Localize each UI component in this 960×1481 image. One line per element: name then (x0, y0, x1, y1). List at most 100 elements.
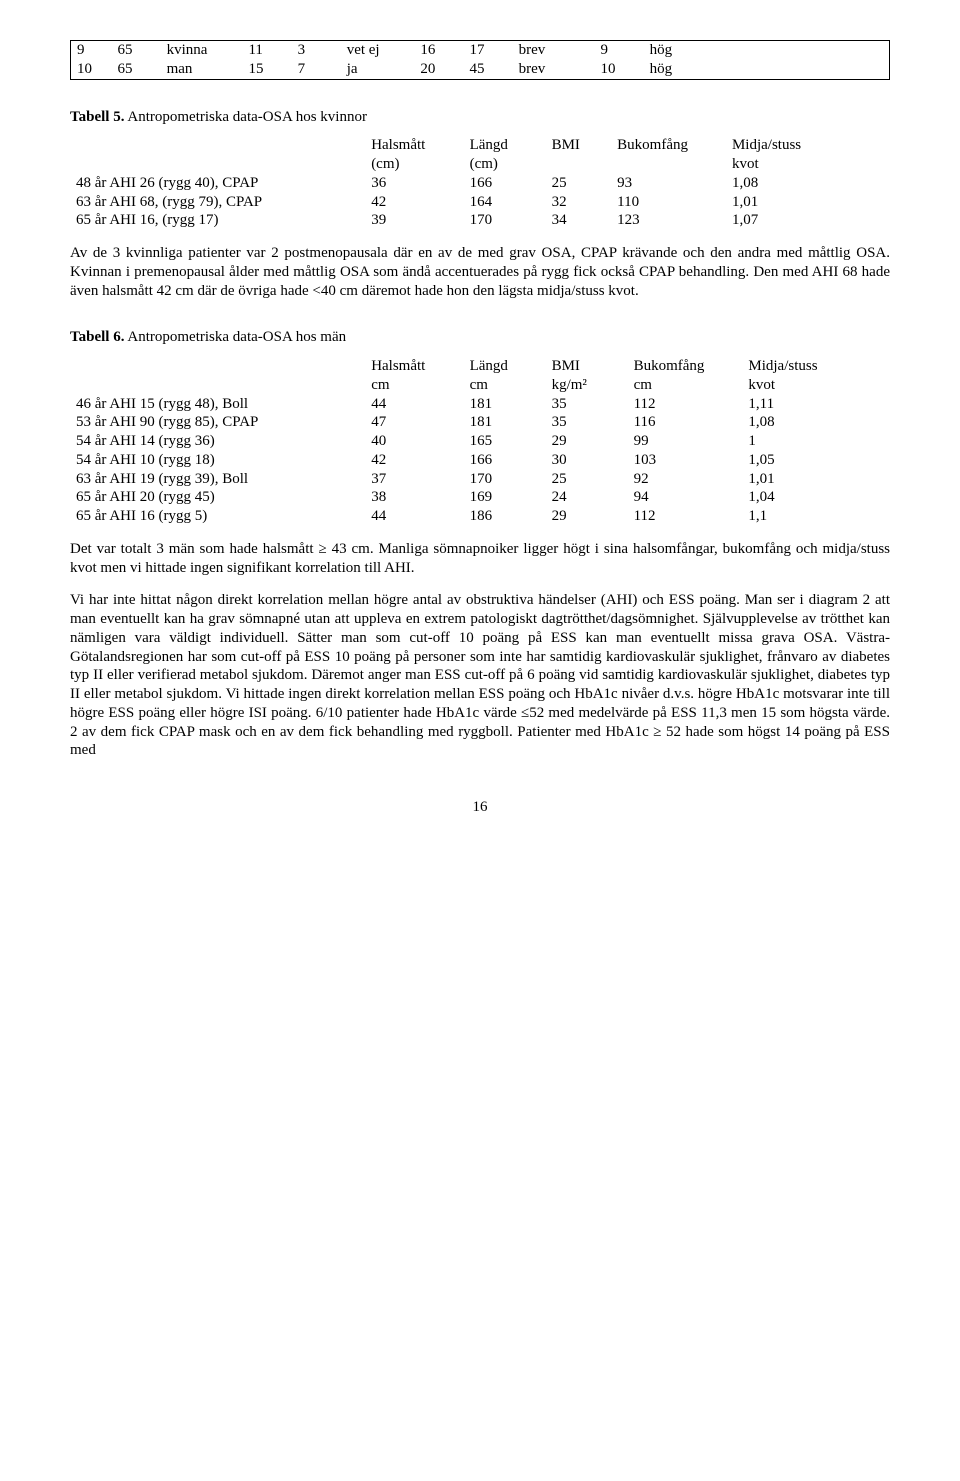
top-table-cell: 45 (464, 60, 513, 79)
page-number: 16 (70, 798, 890, 817)
table-cell: 63 år AHI 19 (rygg 39), Boll (70, 470, 365, 489)
table-cell: 1,05 (742, 451, 890, 470)
table-cell: 65 år AHI 16, (rygg 17) (70, 211, 365, 230)
table-cell: 32 (546, 193, 612, 212)
table-cell: 34 (546, 211, 612, 230)
table-cell: 1,1 (742, 507, 890, 526)
top-table-cell: 65 (111, 41, 160, 60)
table-row: 65 år AHI 20 (rygg 45)3816924941,04 (70, 488, 890, 507)
table-cell: 1,07 (726, 211, 890, 230)
table-cell: 24 (546, 488, 628, 507)
table-cell: 99 (628, 432, 743, 451)
top-table-cell: 7 (292, 60, 341, 79)
table-cell: 42 (365, 451, 463, 470)
table-cell: 1,08 (726, 174, 890, 193)
table-cell: 103 (628, 451, 743, 470)
top-table-cell: 9 (71, 41, 112, 60)
table-cell: 170 (464, 470, 546, 489)
top-table-cell: brev (513, 41, 595, 60)
top-table-cell: 10 (71, 60, 112, 79)
table-cell: 164 (464, 193, 546, 212)
table-cell: 25 (546, 470, 628, 489)
table-cell: 170 (464, 211, 546, 230)
table-cell: 92 (628, 470, 743, 489)
table-cell: 54 år AHI 10 (rygg 18) (70, 451, 365, 470)
top-data-table: 965kvinna113vet ej1617brev9hög1065man157… (70, 40, 890, 80)
top-table-cell: kvinna (161, 41, 243, 60)
table-cell: 35 (546, 413, 628, 432)
table-row: 46 år AHI 15 (rygg 48), Boll44181351121,… (70, 395, 890, 414)
table5: Halsmått(cm)Längd(cm)BMIBukomfångMidja/s… (70, 136, 890, 230)
table6: HalsmåttcmLängdcmBMIkg/m²BukomfångcmMidj… (70, 357, 890, 526)
table-cell: 65 år AHI 20 (rygg 45) (70, 488, 365, 507)
table-cell: 166 (464, 451, 546, 470)
top-table-cell: 16 (414, 41, 463, 60)
table-cell: 39 (365, 211, 463, 230)
table-cell: 42 (365, 193, 463, 212)
table-cell: 1 (742, 432, 890, 451)
table-cell: 54 år AHI 14 (rygg 36) (70, 432, 365, 451)
table-cell: 63 år AHI 68, (rygg 79), CPAP (70, 193, 365, 212)
table-cell: 44 (365, 507, 463, 526)
table-cell: 1,08 (742, 413, 890, 432)
table-cell: 1,01 (742, 470, 890, 489)
column-header (70, 357, 365, 395)
top-table-cell: 15 (242, 60, 291, 79)
table-cell: 53 år AHI 90 (rygg 85), CPAP (70, 413, 365, 432)
table-row: 53 år AHI 90 (rygg 85), CPAP47181351161,… (70, 413, 890, 432)
table-cell: 35 (546, 395, 628, 414)
table-cell: 30 (546, 451, 628, 470)
top-table-cell: 3 (292, 41, 341, 60)
table-cell: 94 (628, 488, 743, 507)
table-row: 63 år AHI 19 (rygg 39), Boll3717025921,0… (70, 470, 890, 489)
table-row: 63 år AHI 68, (rygg 79), CPAP42164321101… (70, 193, 890, 212)
table5-label-rest: Antropometriska data-OSA hos kvinnor (124, 109, 366, 125)
top-table-cell: 9 (595, 41, 644, 60)
table-cell: 29 (546, 507, 628, 526)
paragraph-3: Vi har inte hittat någon direkt korrelat… (70, 591, 890, 760)
table-cell: 37 (365, 470, 463, 489)
table-cell: 47 (365, 413, 463, 432)
column-header: Midja/stusskvot (742, 357, 890, 395)
table-cell: 112 (628, 395, 743, 414)
table-cell: 123 (611, 211, 726, 230)
table6-label-bold: Tabell 6. (70, 329, 124, 345)
table-cell: 48 år AHI 26 (rygg 40), CPAP (70, 174, 365, 193)
top-table-cell: man (161, 60, 243, 79)
table-cell: 112 (628, 507, 743, 526)
table-cell: 65 år AHI 16 (rygg 5) (70, 507, 365, 526)
top-table-cell: hög (644, 60, 890, 79)
table-cell: 36 (365, 174, 463, 193)
column-header: Bukomfångcm (628, 357, 743, 395)
top-table-cell: 11 (242, 41, 291, 60)
column-header: Bukomfång (611, 136, 726, 174)
table6-label-rest: Antropometriska data-OSA hos män (124, 329, 346, 345)
table-cell: 169 (464, 488, 546, 507)
table-row: 65 år AHI 16, (rygg 17)39170341231,07 (70, 211, 890, 230)
top-table-cell: 10 (595, 60, 644, 79)
column-header (70, 136, 365, 174)
table-cell: 38 (365, 488, 463, 507)
paragraph-2: Det var totalt 3 män som hade halsmått ≥… (70, 540, 890, 578)
table-cell: 44 (365, 395, 463, 414)
column-header: Halsmåttcm (365, 357, 463, 395)
table-cell: 29 (546, 432, 628, 451)
table-cell: 93 (611, 174, 726, 193)
table-cell: 1,11 (742, 395, 890, 414)
top-table-cell: hög (644, 41, 890, 60)
table-cell: 181 (464, 395, 546, 414)
table-cell: 186 (464, 507, 546, 526)
table-cell: 1,01 (726, 193, 890, 212)
table-row: 54 år AHI 10 (rygg 18)42166301031,05 (70, 451, 890, 470)
paragraph-1: Av de 3 kvinnliga patienter var 2 postme… (70, 244, 890, 300)
table-row: 65 år AHI 16 (rygg 5)44186291121,1 (70, 507, 890, 526)
top-table-cell: 20 (414, 60, 463, 79)
table-cell: 40 (365, 432, 463, 451)
column-header: Halsmått(cm) (365, 136, 463, 174)
column-header: Midja/stusskvot (726, 136, 890, 174)
table-cell: 25 (546, 174, 612, 193)
top-table-cell: 17 (464, 41, 513, 60)
column-header: Längdcm (464, 357, 546, 395)
table-cell: 116 (628, 413, 743, 432)
table5-title: Tabell 5. Antropometriska data-OSA hos k… (70, 108, 890, 127)
